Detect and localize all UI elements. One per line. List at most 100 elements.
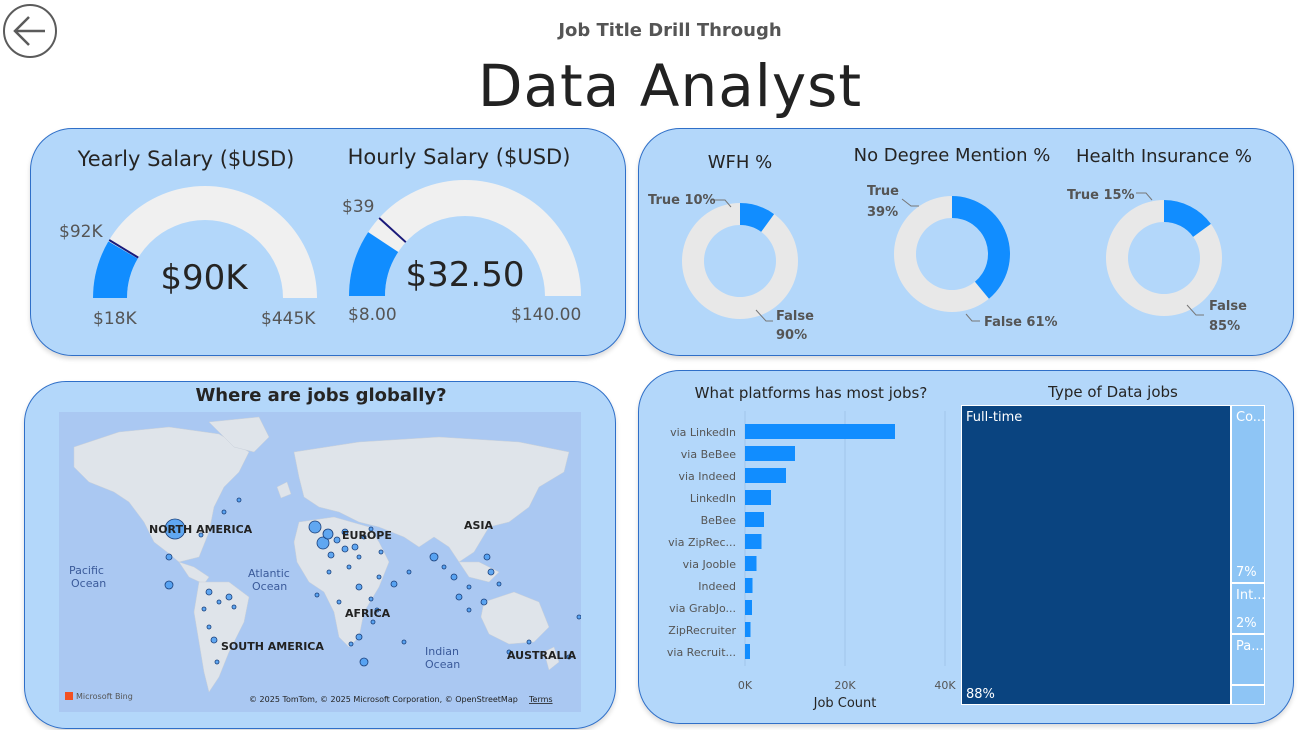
yearly-salary-title: Yearly Salary ($USD) xyxy=(77,147,295,171)
hourly-gauge-value: $32.50 xyxy=(406,255,525,295)
platforms-bar[interactable] xyxy=(745,424,895,439)
job-location-marker[interactable] xyxy=(165,553,173,561)
job-location-marker[interactable] xyxy=(333,536,341,544)
job-location-marker[interactable] xyxy=(355,583,363,591)
job-location-marker[interactable] xyxy=(198,532,204,538)
treemap-cell-other[interactable] xyxy=(1231,685,1265,705)
platforms-bar[interactable] xyxy=(745,446,795,461)
platforms-bar[interactable] xyxy=(745,600,752,615)
platforms-xtick-label: 20K xyxy=(834,679,856,692)
world-map[interactable]: NORTH AMERICA EUROPE ASIA AFRICA SOUTH A… xyxy=(59,412,581,712)
job-location-marker[interactable] xyxy=(429,552,439,562)
treemap-cell-label: Int... xyxy=(1236,588,1266,603)
health-true-label: True 15% xyxy=(1067,188,1135,203)
job-location-marker[interactable] xyxy=(374,607,380,613)
job-location-marker[interactable] xyxy=(336,599,342,605)
job-location-marker[interactable] xyxy=(341,528,349,536)
yearly-gauge-min: $18K xyxy=(93,309,137,329)
job-location-marker[interactable] xyxy=(441,564,447,570)
map-label-atlantic-2: Ocean xyxy=(252,580,287,593)
job-location-marker[interactable] xyxy=(322,528,334,540)
job-location-marker[interactable] xyxy=(361,534,367,540)
job-location-marker[interactable] xyxy=(378,549,384,555)
platforms-bar[interactable] xyxy=(745,534,762,549)
job-location-marker[interactable] xyxy=(164,580,174,590)
yearly-gauge-target-label: $92K xyxy=(59,222,103,242)
job-location-marker[interactable] xyxy=(370,619,376,625)
treemap-cell-full-time[interactable]: Full-time 88% xyxy=(961,405,1231,705)
job-location-marker[interactable] xyxy=(348,641,354,647)
platforms-xtick-label: 40K xyxy=(934,679,956,692)
wfh-false-leader xyxy=(755,309,773,322)
job-location-marker[interactable] xyxy=(401,639,407,645)
job-location-marker[interactable] xyxy=(483,553,491,561)
job-location-marker[interactable] xyxy=(576,614,581,620)
job-location-marker[interactable] xyxy=(205,588,213,596)
job-location-marker[interactable] xyxy=(480,598,488,606)
wfh-false-label: False xyxy=(776,309,814,324)
job-location-marker[interactable] xyxy=(466,607,472,613)
map-terms-link[interactable]: Terms xyxy=(528,695,553,704)
platforms-bar[interactable] xyxy=(745,556,757,571)
job-location-marker[interactable] xyxy=(368,526,374,532)
job-location-marker[interactable] xyxy=(231,604,237,610)
job-location-marker[interactable] xyxy=(221,509,227,515)
map-attribution[interactable]: © 2025 TomTom, © 2025 Microsoft Corporat… xyxy=(249,695,518,704)
platforms-bar[interactable] xyxy=(745,512,764,527)
platforms-bar[interactable] xyxy=(745,644,750,659)
job-location-marker[interactable] xyxy=(496,581,502,587)
job-location-marker[interactable] xyxy=(206,624,212,630)
job-location-marker[interactable] xyxy=(359,657,369,667)
platforms-bar[interactable] xyxy=(745,622,751,637)
wfh-donut-true xyxy=(740,203,775,232)
wfh-title: WFH % xyxy=(708,152,773,173)
job-location-marker[interactable] xyxy=(316,536,330,550)
treemap-cell-part-time[interactable]: Pa... xyxy=(1231,634,1265,685)
job-location-marker[interactable] xyxy=(327,551,335,559)
map-label-north-america: NORTH AMERICA xyxy=(149,523,253,536)
job-location-marker[interactable] xyxy=(314,592,320,598)
job-location-marker[interactable] xyxy=(356,554,362,560)
platforms-category-label: via BeBee xyxy=(681,448,736,461)
job-location-marker[interactable] xyxy=(236,497,242,503)
treemap-cell-contractor[interactable]: Co... 7% xyxy=(1231,405,1265,583)
job-location-marker[interactable] xyxy=(406,569,412,575)
platforms-bar[interactable] xyxy=(745,578,753,593)
page-title: Data Analyst xyxy=(477,52,863,120)
job-location-marker[interactable] xyxy=(351,543,359,551)
back-button[interactable] xyxy=(3,4,57,58)
job-location-marker[interactable] xyxy=(355,633,363,641)
treemap-cell-value: 2% xyxy=(1236,616,1257,631)
hourly-gauge-track xyxy=(349,180,581,296)
hourly-gauge-target xyxy=(378,217,407,243)
job-location-marker[interactable] xyxy=(308,520,322,534)
job-location-marker[interactable] xyxy=(164,518,186,540)
job-location-marker[interactable] xyxy=(526,639,532,645)
job-location-marker[interactable] xyxy=(210,636,218,644)
job-location-marker[interactable] xyxy=(566,654,572,660)
platforms-bar[interactable] xyxy=(745,490,771,505)
job-location-marker[interactable] xyxy=(506,649,512,655)
job-location-marker[interactable] xyxy=(466,584,472,590)
hourly-gauge-max: $140.00 xyxy=(511,305,581,325)
platforms-bar[interactable] xyxy=(745,468,786,483)
job-location-marker[interactable] xyxy=(201,606,207,612)
job-location-marker[interactable] xyxy=(368,596,374,602)
job-location-marker[interactable] xyxy=(376,574,382,580)
platforms-category-label: via Recruit... xyxy=(667,646,736,659)
platforms-category-label: LinkedIn xyxy=(690,492,736,505)
job-location-marker[interactable] xyxy=(216,599,222,605)
job-location-marker[interactable] xyxy=(487,568,495,576)
job-location-marker[interactable] xyxy=(341,545,349,553)
job-location-marker[interactable] xyxy=(390,580,398,588)
job-location-marker[interactable] xyxy=(326,569,332,575)
treemap-cell-internship[interactable]: Int... 2% xyxy=(1231,583,1266,634)
health-true-leader xyxy=(1136,192,1153,201)
job-location-marker[interactable] xyxy=(225,593,233,601)
job-location-marker[interactable] xyxy=(455,593,463,601)
job-location-marker[interactable] xyxy=(214,659,220,665)
job-location-marker[interactable] xyxy=(450,573,458,581)
job-location-marker[interactable] xyxy=(346,564,352,570)
hourly-gauge-fill xyxy=(349,232,399,296)
hourly-gauge-min: $8.00 xyxy=(348,305,397,325)
